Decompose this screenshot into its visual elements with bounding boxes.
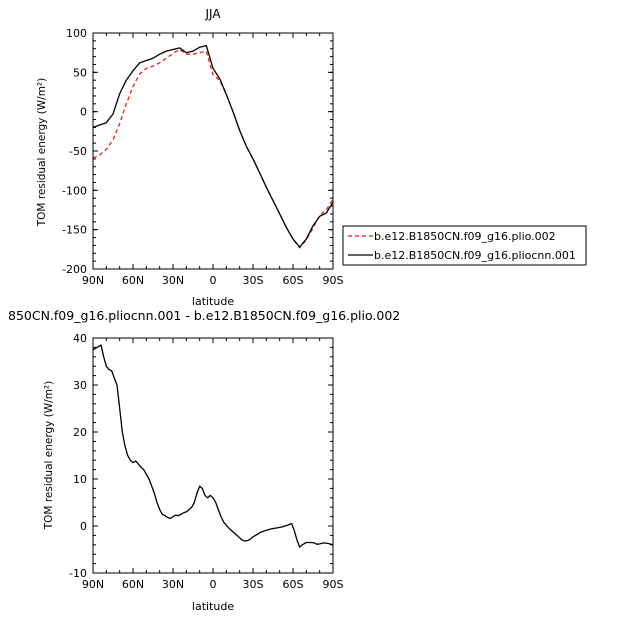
top-y-axis-label: TOM residual energy (W/m²): [36, 78, 48, 228]
top-x-tick-label: 60S: [283, 274, 304, 287]
bottom-x-tick-label: 90S: [323, 578, 344, 591]
bottom-y-tick-label: 30: [73, 379, 87, 392]
top-x-tick-label: 30S: [243, 274, 264, 287]
bottom-y-tick-label: 20: [73, 426, 87, 439]
top-x-tick-label: 90N: [82, 274, 104, 287]
top-axis-ticks: 90N 60N 30N 0 30S 60S 90S -200 -150 -100 -50 0 50 100: [62, 27, 343, 287]
bottom-x-tick-label: 30N: [162, 578, 184, 591]
top-x-tick-label: 0: [210, 274, 217, 287]
top-y-tick-label: 50: [73, 66, 87, 79]
top-x-axis-label: latitude: [192, 295, 234, 308]
bottom-y-tick-label: 0: [80, 520, 87, 533]
top-series-line-1: [92, 44, 334, 248]
top-series-line-0: [92, 48, 334, 249]
top-y-tick-label: -200: [62, 263, 87, 276]
bottom-y-axis-label: TOM residual energy (W/m²): [43, 381, 55, 531]
legend: b.e12.B1850CN.f09_g16.plio.002 b.e12.B18…: [342, 225, 587, 266]
top-series-lines: [92, 44, 334, 249]
top-chart-title: JJA: [204, 7, 221, 21]
top-y-tick-label: -150: [62, 224, 87, 237]
bottom-x-tick-label: 0: [210, 578, 217, 591]
top-x-tick-label: 60N: [122, 274, 144, 287]
bottom-x-tick-label: 90N: [82, 578, 104, 591]
bottom-x-tick-label: 60N: [122, 578, 144, 591]
top-y-tick-label: -50: [69, 145, 87, 158]
top-x-tick-label: 30N: [162, 274, 184, 287]
bottom-y-tick-label: -10: [69, 567, 87, 580]
bottom-y-tick-label: 10: [73, 473, 87, 486]
top-plot-frame: [92, 32, 334, 270]
bottom-plot-frame: [92, 337, 334, 574]
bottom-series-lines: [92, 344, 334, 548]
bottom-chart-title: 850CN.f09_g16.pliocnn.001 - b.e12.B1850C…: [8, 308, 400, 323]
legend-label-plio: b.e12.B1850CN.f09_g16.plio.002: [374, 230, 556, 243]
bottom-series-line-0: [92, 344, 334, 548]
top-x-tick-label: 90S: [323, 274, 344, 287]
bottom-x-tick-label: 60S: [283, 578, 304, 591]
top-y-tick-label: -100: [62, 184, 87, 197]
top-panel: JJA TOM residual energy (W/m²) latitude …: [36, 7, 344, 308]
legend-label-pliocnn: b.e12.B1850CN.f09_g16.pliocnn.001: [374, 249, 576, 262]
bottom-y-tick-label: 40: [73, 332, 87, 345]
bottom-panel: 850CN.f09_g16.pliocnn.001 - b.e12.B1850C…: [8, 308, 400, 613]
bottom-x-tick-label: 30S: [243, 578, 264, 591]
top-y-tick-label: 0: [80, 106, 87, 119]
bottom-x-axis-label: latitude: [192, 600, 234, 613]
top-y-tick-label: 100: [66, 27, 87, 40]
legend-box: [342, 225, 587, 266]
